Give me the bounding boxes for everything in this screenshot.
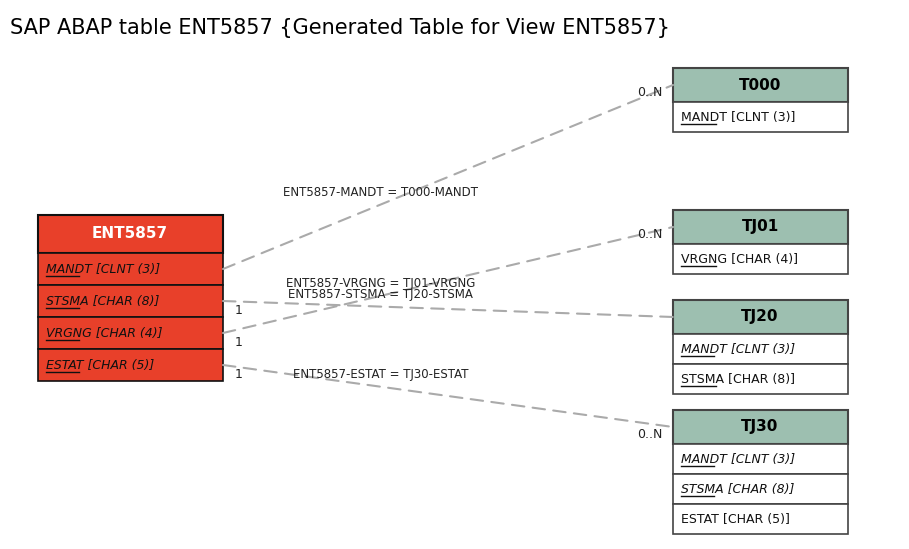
Bar	[38, 215, 223, 253]
Text: ESTAT [CHAR (5)]: ESTAT [CHAR (5)]	[46, 358, 155, 372]
Text: ENT5857-ESTAT = TJ30-ESTAT: ENT5857-ESTAT = TJ30-ESTAT	[293, 368, 468, 380]
Bar	[38, 285, 223, 317]
Text: STSMA [CHAR (8)]: STSMA [CHAR (8)]	[46, 294, 159, 307]
Text: ENT5857: ENT5857	[92, 227, 168, 242]
Bar	[673, 474, 848, 504]
Text: MANDT [CLNT (3)]: MANDT [CLNT (3)]	[681, 452, 795, 466]
Text: 0..N: 0..N	[637, 228, 663, 242]
Bar	[38, 349, 223, 381]
Text: ENT5857-MANDT = T000-MANDT: ENT5857-MANDT = T000-MANDT	[283, 186, 478, 199]
Text: TJ01: TJ01	[742, 220, 779, 234]
Bar	[673, 504, 848, 534]
Text: ESTAT [CHAR (5)]: ESTAT [CHAR (5)]	[681, 513, 790, 525]
Bar	[673, 334, 848, 364]
Bar	[673, 364, 848, 394]
Bar	[673, 244, 848, 274]
Text: 1: 1	[235, 337, 243, 350]
Text: VRGNG [CHAR (4)]: VRGNG [CHAR (4)]	[46, 327, 163, 339]
Bar	[673, 102, 848, 132]
Text: VRGNG [CHAR (4)]: VRGNG [CHAR (4)]	[681, 253, 798, 266]
Text: MANDT [CLNT (3)]: MANDT [CLNT (3)]	[681, 110, 795, 124]
Text: 0..N: 0..N	[637, 429, 663, 441]
Bar	[673, 210, 848, 244]
Text: 1: 1	[235, 305, 243, 317]
Bar	[673, 300, 848, 334]
Text: T000: T000	[739, 77, 781, 92]
Text: ENT5857-VRGNG = TJ01-VRGNG: ENT5857-VRGNG = TJ01-VRGNG	[285, 277, 475, 290]
Text: TJ30: TJ30	[742, 419, 779, 434]
Bar	[673, 410, 848, 444]
Bar	[38, 317, 223, 349]
Text: 1: 1	[235, 368, 243, 382]
Text: STSMA [CHAR (8)]: STSMA [CHAR (8)]	[681, 373, 795, 385]
Text: MANDT [CLNT (3)]: MANDT [CLNT (3)]	[46, 262, 160, 276]
Text: STSMA [CHAR (8)]: STSMA [CHAR (8)]	[681, 483, 794, 496]
Text: TJ20: TJ20	[741, 310, 779, 324]
Text: MANDT [CLNT (3)]: MANDT [CLNT (3)]	[681, 343, 795, 356]
Text: 0..N: 0..N	[637, 87, 663, 99]
Bar	[673, 68, 848, 102]
Bar	[38, 253, 223, 285]
Bar	[673, 444, 848, 474]
Text: ENT5857-STSMA = TJ20-STSMA: ENT5857-STSMA = TJ20-STSMA	[288, 288, 473, 301]
Text: SAP ABAP table ENT5857 {Generated Table for View ENT5857}: SAP ABAP table ENT5857 {Generated Table …	[10, 18, 670, 38]
